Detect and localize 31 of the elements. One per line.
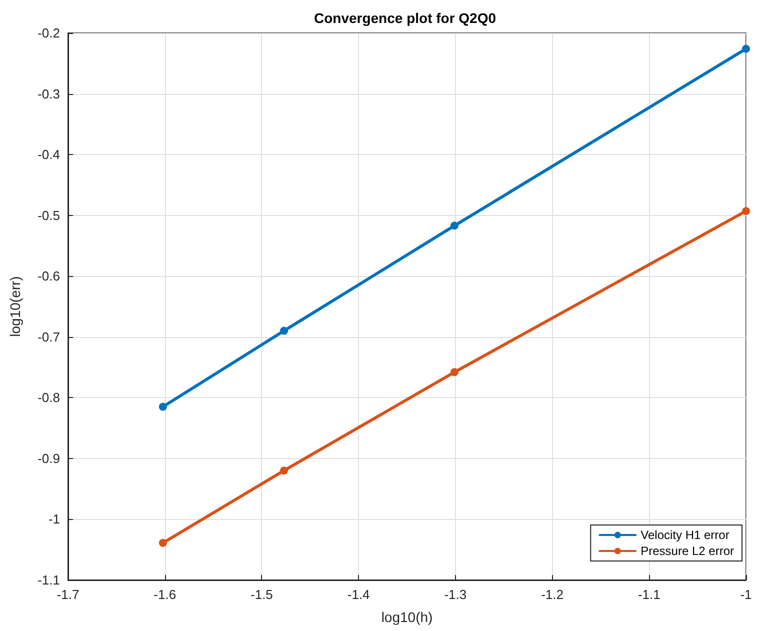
x-tick-label: -1.6 xyxy=(154,587,176,602)
y-tick-label: -0.9 xyxy=(38,450,60,466)
point xyxy=(280,326,288,335)
y-tick-label: -0.4 xyxy=(38,147,60,162)
x-tick-label: -1.3 xyxy=(444,587,467,602)
point xyxy=(158,538,167,547)
x-tick-label: -1 xyxy=(740,587,752,602)
legend-label: Velocity H1 error xyxy=(640,528,730,542)
y-tick-label: -1.1 xyxy=(38,572,60,588)
x-tick-label: -1.4 xyxy=(347,587,370,602)
x-tick-label: -1.1 xyxy=(638,587,660,602)
point xyxy=(158,402,167,411)
point xyxy=(742,44,750,53)
point xyxy=(450,222,458,230)
point xyxy=(280,466,288,475)
chart-title: Convergence plot for Q2Q0 xyxy=(314,10,496,26)
x-tick-label: -1.7 xyxy=(56,587,80,602)
y-tick-label: -0.3 xyxy=(38,86,60,102)
y-tick-label: -0.2 xyxy=(38,26,60,40)
y-tick-label: -0.5 xyxy=(38,208,60,223)
point xyxy=(742,207,750,216)
x-axis-title: log10(h) xyxy=(381,609,433,625)
y-tick-label: -0.8 xyxy=(38,390,60,406)
legend-label: Pressure L2 error xyxy=(640,544,734,558)
x-tick-label: -1.5 xyxy=(250,587,273,602)
y-tick-label: -1 xyxy=(48,512,60,527)
y-axis-title: log10(err) xyxy=(7,276,23,337)
x-tick-label: -1.2 xyxy=(541,587,564,602)
y-tick-label: -0.6 xyxy=(38,268,60,284)
point xyxy=(450,368,458,376)
y-tick-label: -0.7 xyxy=(38,329,60,344)
